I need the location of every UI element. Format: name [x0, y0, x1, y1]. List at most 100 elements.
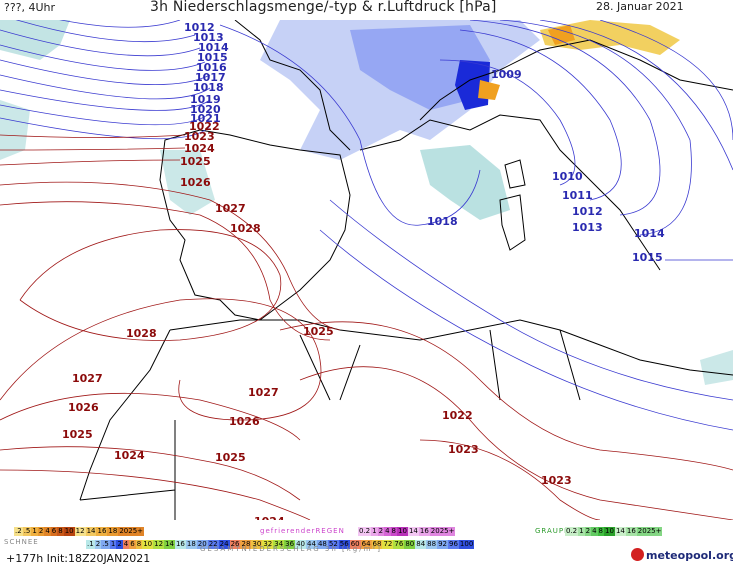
snow-legend-label: SCHNEE: [4, 538, 39, 546]
legend-cell: 48: [316, 540, 328, 549]
legend-cell: .5: [22, 527, 32, 536]
isobar-label: 1017: [195, 71, 226, 84]
legend-cell: 26: [229, 540, 241, 549]
legend-cell: 80: [404, 540, 416, 549]
isobar-label: 1025: [180, 155, 211, 168]
legend-cell: 20: [196, 540, 208, 549]
legend-cell: 8: [390, 527, 398, 536]
legend-cell: 2025+: [636, 527, 663, 536]
legend-cell: 14: [614, 527, 626, 536]
isobar-label: 1022: [189, 120, 220, 133]
isobar-label: 1014: [198, 41, 229, 54]
legend-cell: 96: [448, 540, 459, 549]
isobar-label: 1025: [303, 325, 334, 338]
legend-cell: 16: [418, 527, 430, 536]
legend-cell: 2: [584, 527, 592, 536]
legend-cell: 30: [251, 540, 263, 549]
legend-cell: 22: [207, 540, 219, 549]
hail-legend-scale: 0.2 1 2 4 8 10 14 16 2025+: [565, 527, 663, 536]
legend-cell: 72: [382, 540, 394, 549]
legend-cell: 16: [96, 527, 108, 536]
legend-cell: 8: [57, 527, 64, 536]
forecast-day: ???, 4Uhr: [4, 1, 56, 14]
legend-cell: .2: [14, 527, 23, 536]
legend-cell: 40: [295, 540, 307, 549]
isobar-label: 1015: [197, 51, 228, 64]
legend-cell: 34: [273, 540, 285, 549]
legend-cell: 56: [338, 540, 350, 549]
isobars-red: [0, 134, 733, 521]
legend-cell: 18: [185, 540, 197, 549]
legend-cell: 76: [393, 540, 405, 549]
legend-cell: 4: [591, 527, 598, 536]
legend-cell: .1: [86, 540, 95, 549]
isobar-label: 1026: [180, 176, 211, 189]
legend: .2.5 1 2 4 6 8 10 12 14 16 18 2025+ SCHNEE gefriere…: [0, 520, 733, 566]
isobar-label: 1019: [190, 93, 221, 106]
legend-cell: 88: [426, 540, 438, 549]
legend-cell: 0.2: [565, 527, 579, 536]
meteopool-logo-icon: [631, 548, 644, 561]
isobar-label: 1010: [552, 170, 583, 183]
isobar-label: 1018: [193, 81, 224, 94]
legend-cell: 16: [625, 527, 637, 536]
legend-cell: 1: [578, 527, 585, 536]
legend-cell: 1: [371, 527, 378, 536]
legend-cell: 2: [116, 540, 123, 549]
legend-cell: 52: [327, 540, 339, 549]
isobar-label: 1011: [562, 189, 593, 202]
legend-cell: 1: [31, 527, 38, 536]
legend-cell: 84: [415, 540, 427, 549]
legend-cell: 14: [85, 527, 97, 536]
isobar-label: 1016: [196, 61, 227, 74]
legend-cell: 2: [377, 527, 385, 536]
hail-legend-label: GRAUPEL: [535, 527, 575, 535]
title-bar: ???, 4Uhr 3h Niederschlagsmenge/-typ & r…: [0, 0, 733, 20]
isobar-label: 1023: [448, 443, 479, 456]
freezing-rain-legend-label: gefrierenderREGEN: [260, 527, 345, 535]
map-title: 3h Niederschlagsmenge/-typ & r.Luftdruck…: [150, 0, 497, 15]
legend-cell: 10: [142, 540, 154, 549]
coastlines: [79, 19, 733, 520]
isobar-label: 1009: [491, 68, 522, 81]
legend-cell: 60: [349, 540, 361, 549]
isobar-label: 1027: [215, 202, 246, 215]
isobar-label: 1018: [427, 215, 458, 228]
legend-cell: 4: [44, 527, 51, 536]
legend-cell: 2: [94, 540, 102, 549]
snow-legend-scale: .2.5 1 2 4 6 8 10 12 14 16 18 2025+: [14, 527, 145, 536]
isobar-label: 1014: [634, 227, 665, 240]
isobar-label: 1022: [442, 409, 473, 422]
isobar-label: 1028: [126, 327, 157, 340]
isobar-label: 1013: [572, 221, 603, 234]
isobar-label: 1026: [229, 415, 260, 428]
isobar-label: 1023: [184, 130, 215, 143]
legend-cell: 18: [107, 527, 119, 536]
legend-cell: 6: [50, 527, 58, 536]
run-info: +177h Init:18Z20JAN2021: [6, 552, 151, 565]
legend-cell: 14: [164, 540, 175, 549]
forecast-date: 28. Januar 2021: [596, 0, 684, 13]
legend-cell: 44: [306, 540, 317, 549]
isobar-label: 1015: [632, 251, 663, 264]
legend-cell: 10: [63, 527, 75, 536]
total-precip-label: GESAMTNIEDERSCHLAG 3h [kg/m²]: [200, 545, 382, 553]
legend-cell: 2025+: [118, 527, 145, 536]
isobar-label: 1023: [541, 474, 572, 487]
isobar-label: 1012: [572, 205, 603, 218]
isobar-label: 1025: [62, 428, 93, 441]
legend-cell: 92: [437, 540, 448, 549]
legend-cell: 10: [397, 527, 408, 536]
legend-cell: 6: [129, 540, 136, 549]
legend-cell: 32: [262, 540, 274, 549]
isobar-label: 1028: [230, 222, 261, 235]
legend-cell: 8: [135, 540, 143, 549]
legend-cell: 2025+: [429, 527, 456, 536]
legend-cell: 1: [109, 540, 117, 549]
legend-cell: 4: [384, 527, 391, 536]
isobars-blue: [0, 4, 733, 431]
isobar-label: 1027: [72, 372, 103, 385]
rain-legend-scale: .1 2.5 1 2 4 6 8 10 12 14 16 18 20 22 24 26 28 30 32 34 36 40…: [86, 540, 475, 549]
isobar-label: 1024: [114, 449, 145, 462]
